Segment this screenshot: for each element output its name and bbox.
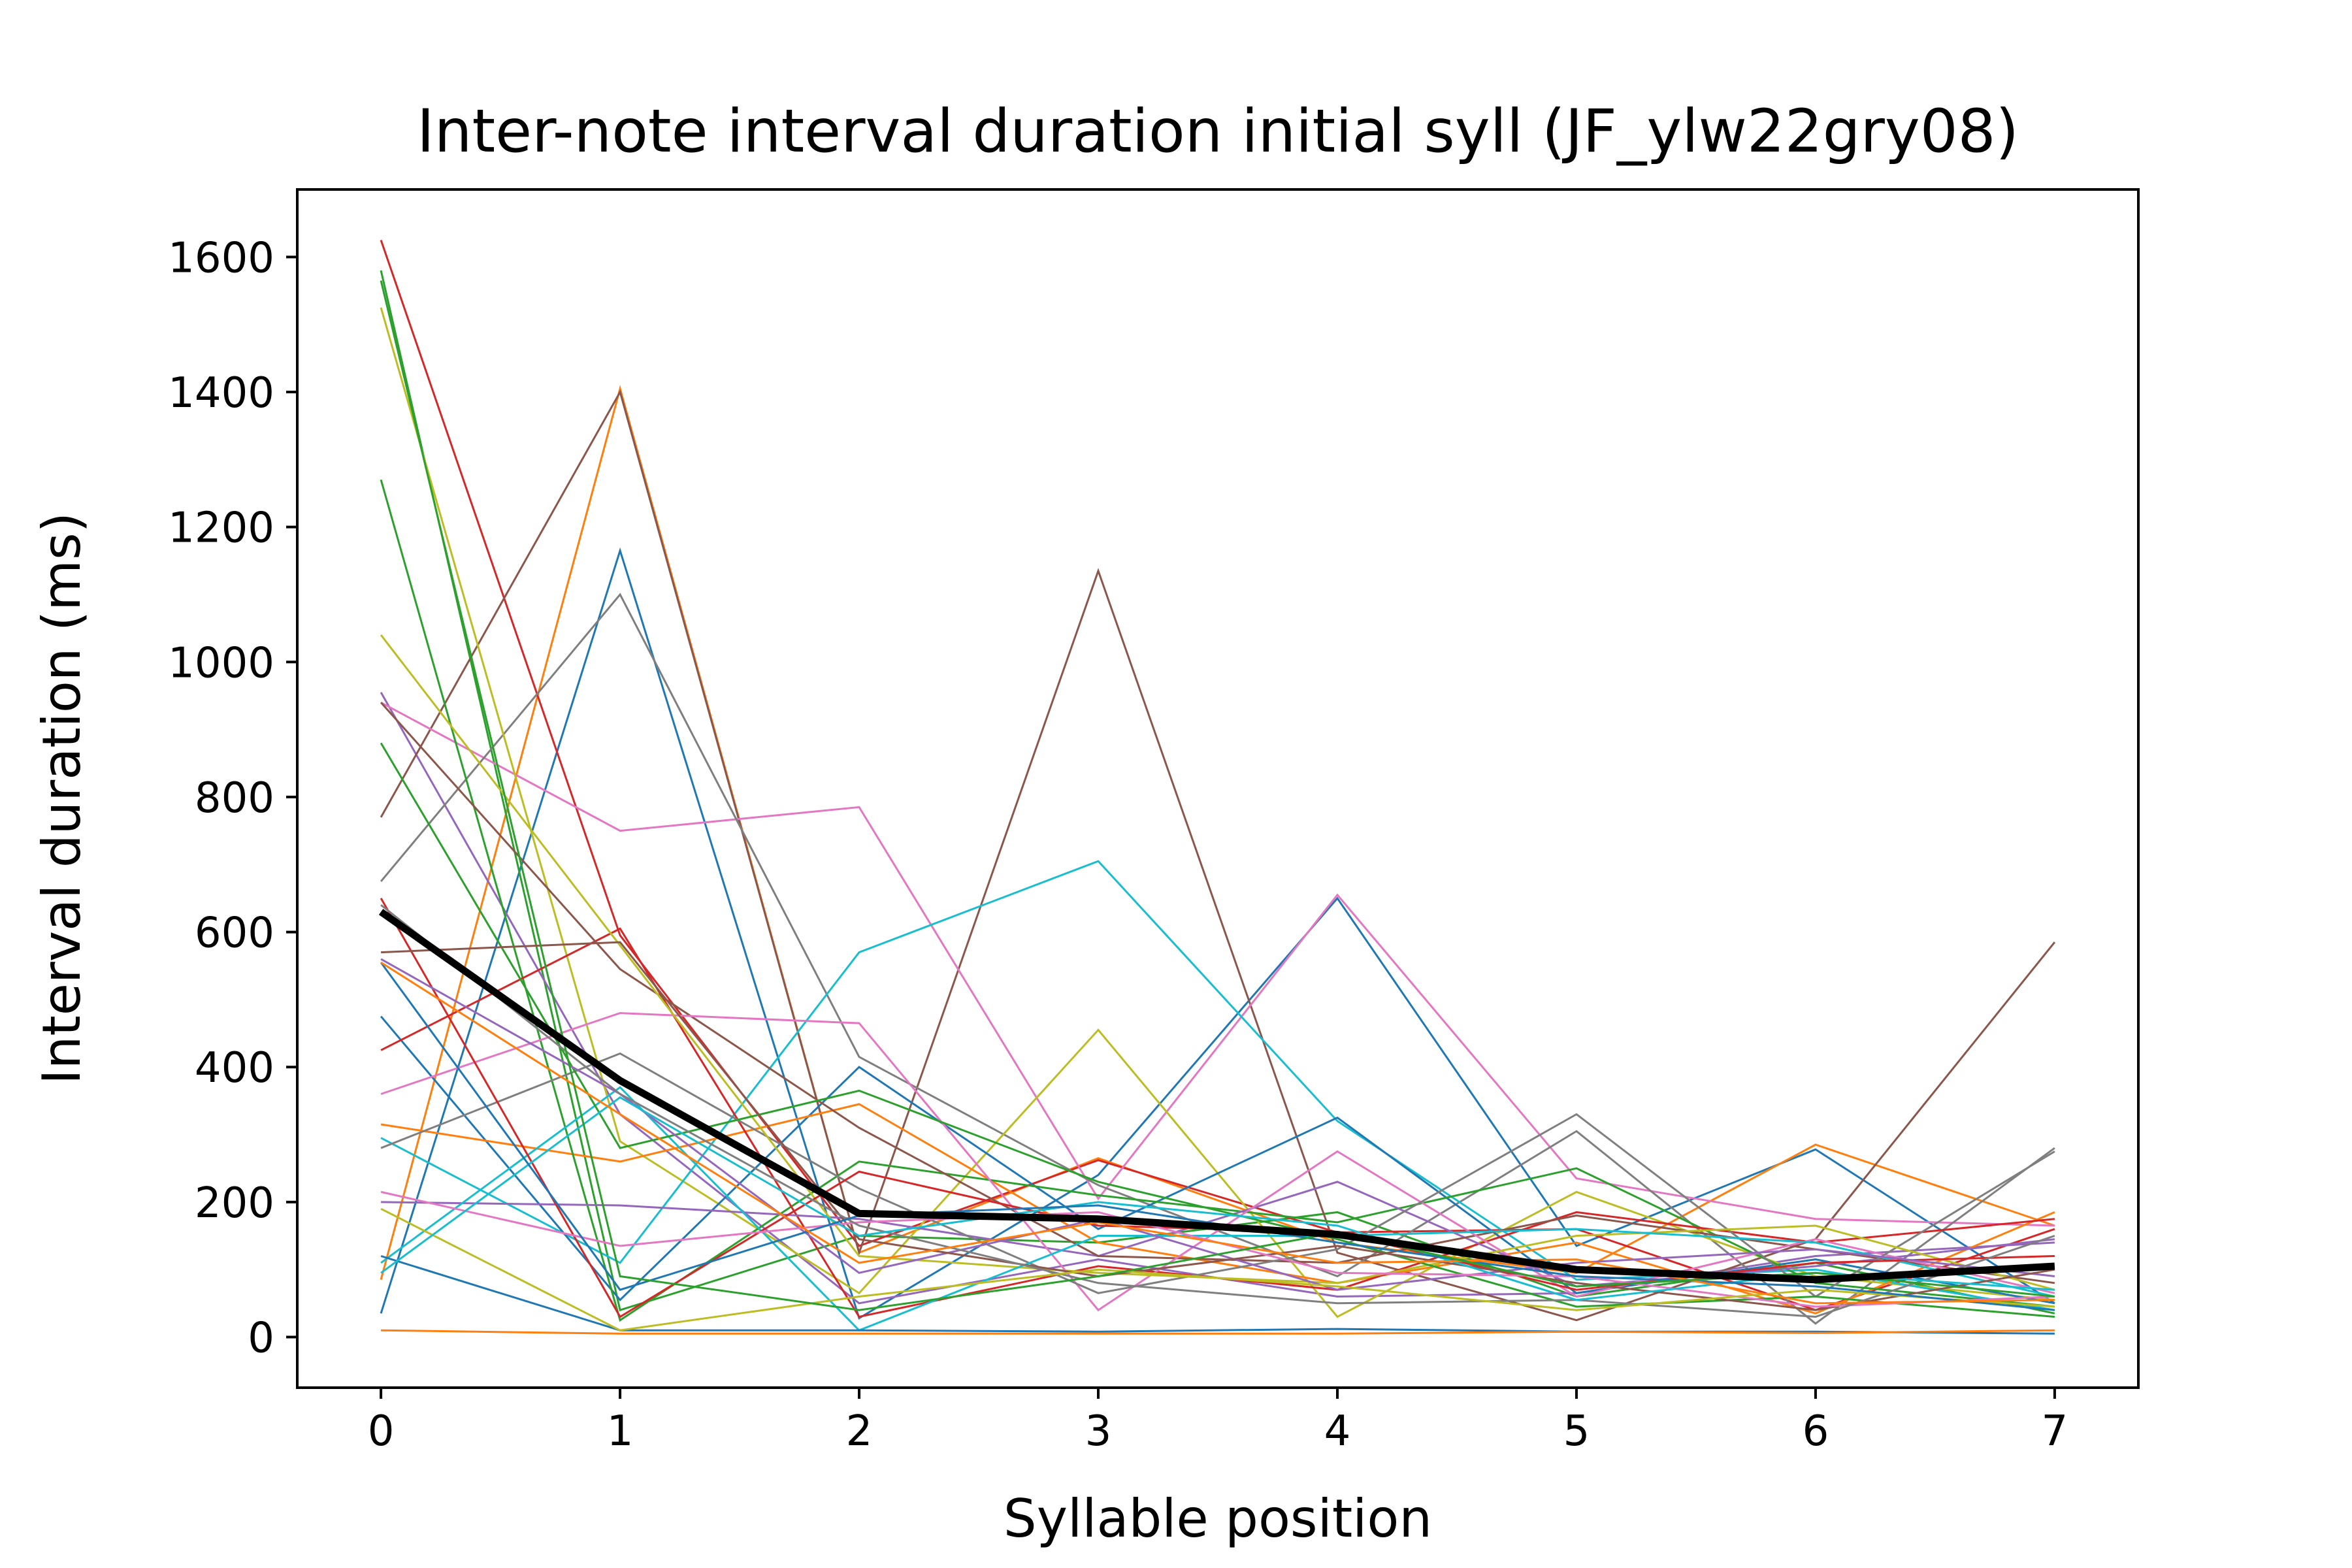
chart-title: Inter-note interval duration initial syl… [417,97,2019,166]
series-line-26 [381,941,2055,1311]
x-tick-label: 0 [368,1407,395,1456]
x-tick-label: 5 [1563,1407,1590,1456]
y-tick-label: 1200 [168,504,274,553]
y-tick-label: 1000 [168,639,274,687]
series-line-18 [380,1052,2055,1298]
y-axis-label: Interval duration (ms) [31,512,92,1085]
series-line-6 [380,389,2056,1322]
x-tick-label: 6 [1803,1407,1829,1456]
axes: 0 1 2 3 4 5 6 7 0 200 400 600 800 1000 1200 1400 1600 [168,188,2140,1456]
series-line-17 [380,1012,2055,1312]
y-tick-label: 600 [195,909,274,958]
y-tick-label: 1600 [168,234,274,282]
series-line-29 [380,1207,2055,1331]
series-line-28 [380,904,2055,1318]
plot-frame [296,188,2140,1389]
y-tick-label: 0 [248,1315,274,1363]
x-tick-label: 1 [607,1407,634,1456]
x-tick-label: 3 [1085,1407,1112,1456]
series-line-20 [380,1086,2055,1331]
y-tick-label: 200 [195,1179,274,1228]
mean-line [378,909,2055,1284]
series-line-22 [381,1329,2055,1335]
y-tick-label: 800 [195,774,274,823]
x-tick-label: 7 [2042,1407,2068,1456]
series-line-15 [381,1181,2055,1288]
x-axis-label: Syllable position [1004,1488,1432,1549]
series-line-7 [380,701,2055,1227]
plot-area [378,240,2056,1335]
y-tick-label: 1400 [168,369,274,417]
x-tick-label: 4 [1324,1407,1351,1456]
x-tick-label: 2 [846,1407,873,1456]
series-line-21 [380,1255,2055,1335]
y-tick-label: 400 [195,1044,274,1092]
series-line-16 [380,702,2055,1284]
series-line-32 [380,961,2055,1305]
series-line-10 [380,860,2055,1311]
